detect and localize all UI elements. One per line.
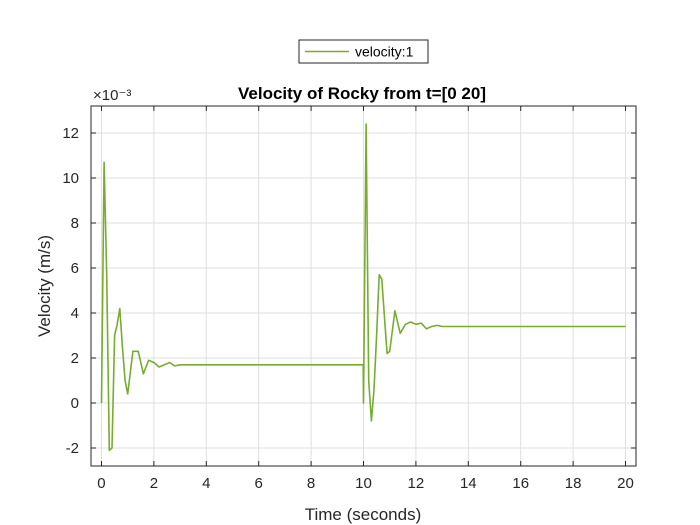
- data-point: [376, 335, 377, 336]
- y-axis-label: Velocity (m/s): [35, 235, 54, 337]
- data-point: [363, 364, 364, 365]
- data-point: [410, 321, 411, 322]
- data-point: [125, 380, 126, 381]
- x-tick-label: 18: [565, 475, 582, 492]
- x-tick-label: 4: [202, 475, 210, 492]
- legend-box: [298, 39, 429, 64]
- data-point: [389, 351, 390, 352]
- y-tick-label: 10: [62, 170, 79, 187]
- data-point: [232, 364, 233, 365]
- data-point: [394, 310, 395, 311]
- x-tick-label: 8: [307, 475, 315, 492]
- data-point: [520, 326, 521, 327]
- data-point: [284, 364, 285, 365]
- data-point: [455, 326, 456, 327]
- data-point: [405, 324, 406, 325]
- data-point: [426, 328, 427, 329]
- data-point: [132, 351, 133, 352]
- x-tick-label: 12: [408, 475, 425, 492]
- data-point: [148, 360, 149, 361]
- data-point: [373, 389, 374, 390]
- x-tick-label: 0: [97, 475, 105, 492]
- data-point: [468, 326, 469, 327]
- series-layer: [100, 123, 626, 452]
- x-tick-label: 10: [355, 475, 372, 492]
- data-point: [379, 274, 380, 275]
- data-point: [106, 274, 107, 275]
- gridlines: [91, 106, 636, 466]
- chart-title: Velocity of Rocky from t=[0 20]: [238, 84, 486, 103]
- data-point: [127, 393, 128, 394]
- data-point: [114, 335, 115, 336]
- data-point: [311, 364, 312, 365]
- data-point: [104, 162, 105, 163]
- data-point: [180, 364, 181, 365]
- data-point: [101, 402, 102, 403]
- data-point: [258, 364, 259, 365]
- data-point: [366, 123, 367, 124]
- data-point: [387, 353, 388, 354]
- legend-label: velocity:1: [355, 44, 414, 60]
- data-point: [206, 364, 207, 365]
- data-point: [421, 323, 422, 324]
- data-point: [546, 326, 547, 327]
- data-point: [431, 326, 432, 327]
- y-exponent-label: ×10⁻³: [93, 87, 131, 104]
- data-point: [169, 362, 170, 363]
- legend: velocity:1: [298, 39, 429, 64]
- data-point: [119, 308, 120, 309]
- data-point: [159, 366, 160, 367]
- x-tick-label: 16: [512, 475, 529, 492]
- y-tick-label: 0: [71, 395, 79, 412]
- data-point: [193, 364, 194, 365]
- ticks: 0 2 4 6 8 10 12 14 16 18 20 -2 0 2 4 6 8 10 12: [62, 106, 636, 492]
- data-point: [625, 326, 626, 327]
- data-point: [442, 326, 443, 327]
- x-tick-label: 20: [617, 475, 634, 492]
- y-tick-label: 2: [71, 350, 79, 367]
- x-tick-label: 2: [150, 475, 158, 492]
- y-tick-label: 6: [71, 260, 79, 277]
- data-point: [122, 346, 123, 347]
- data-point: [400, 333, 401, 334]
- data-point: [111, 447, 112, 448]
- data-point: [138, 351, 139, 352]
- x-tick-label: 6: [255, 475, 263, 492]
- data-point: [436, 325, 437, 326]
- y-tick-label: 8: [71, 215, 79, 232]
- data-point: [363, 402, 364, 403]
- data-point: [368, 380, 369, 381]
- data-point: [164, 364, 165, 365]
- data-point: [337, 364, 338, 365]
- series-line-1: [100, 123, 626, 452]
- data-point: [599, 326, 600, 327]
- x-axis-label: Time (seconds): [305, 505, 422, 524]
- data-point: [174, 365, 175, 366]
- x-tick-label: 14: [460, 475, 477, 492]
- y-tick-label: -2: [66, 440, 79, 457]
- y-tick-label: 4: [71, 305, 79, 322]
- data-point: [371, 420, 372, 421]
- data-point: [384, 317, 385, 318]
- y-tick-label: 12: [62, 125, 79, 142]
- data-point: [153, 362, 154, 363]
- data-point: [117, 324, 118, 325]
- data-point: [381, 279, 382, 280]
- data-point: [109, 450, 110, 451]
- data-point: [143, 373, 144, 374]
- data-point: [415, 324, 416, 325]
- data-point: [494, 326, 495, 327]
- data-point: [573, 326, 574, 327]
